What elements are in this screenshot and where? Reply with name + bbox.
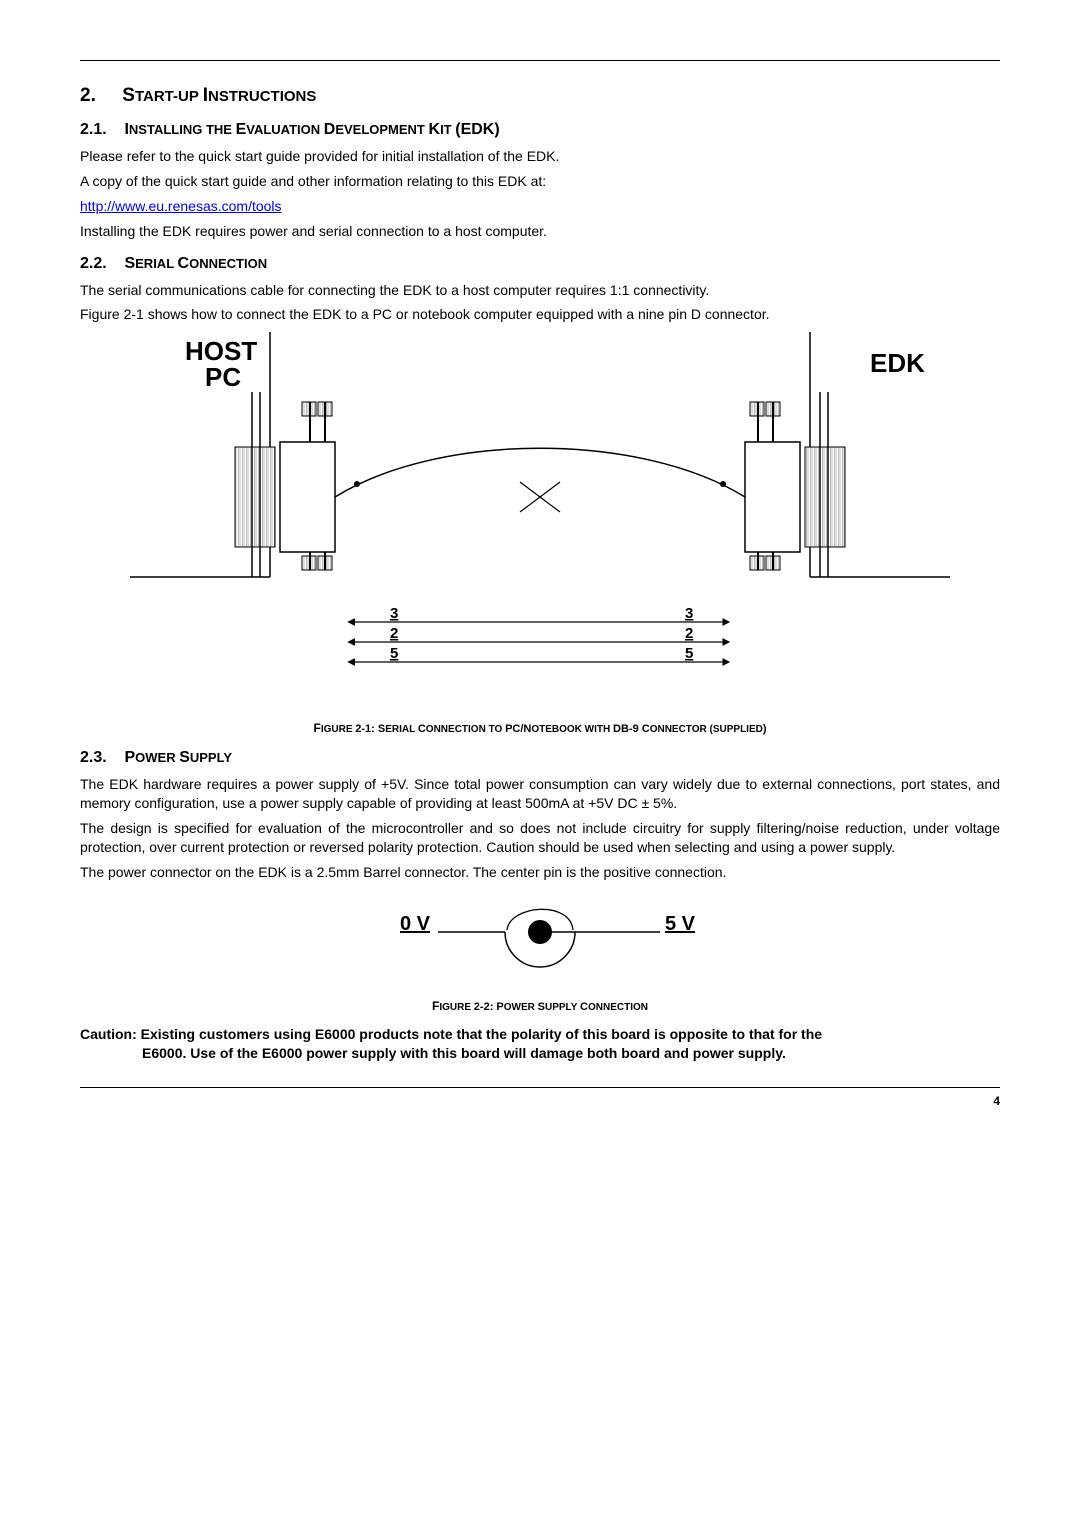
sec-t3: U xyxy=(178,88,189,105)
page-number: 4 xyxy=(80,1094,1000,1108)
s21-num: 2.1. xyxy=(80,121,107,138)
s21-p1: Please refer to the quick start guide pr… xyxy=(80,147,1000,166)
s22-p2: Figure 2-1 shows how to connect the EDK … xyxy=(80,305,1000,324)
s21-t4: VALUATION xyxy=(246,122,324,137)
s22-t2: ERIAL xyxy=(135,256,177,271)
host-label-2: PC xyxy=(205,362,241,392)
s21-t3: E xyxy=(236,121,247,138)
subsection-2-1-heading: 2.1. INSTALLING THE EVALUATION DEVELOPME… xyxy=(80,121,1000,139)
s22-num: 2.2. xyxy=(80,255,107,272)
pin-2-left: 2 xyxy=(390,625,398,642)
figure-2-2: 0 V 5 V xyxy=(80,890,1000,985)
sec-t6: NSTRUCTIONS xyxy=(208,88,316,105)
sec-t4: P xyxy=(189,88,203,105)
s21-t6: EVELOPMENT xyxy=(335,122,428,137)
figure-2-1-caption: FIGURE 2-1: SERIAL CONNECTION TO PC/NOTE… xyxy=(80,721,1000,735)
figure-2-1: HOST PC EDK 3 2 5 3 2 5 xyxy=(80,332,1000,707)
s21-link-wrap: http://www.eu.renesas.com/tools xyxy=(80,197,1000,216)
section-2-heading: 2. START-UP INSTRUCTIONS xyxy=(80,85,1000,107)
s22-p1: The serial communications cable for conn… xyxy=(80,281,1000,300)
s21-p3: Installing the EDK requires power and se… xyxy=(80,222,1000,241)
s21-t9: (EDK) xyxy=(455,121,499,138)
s22-t1: S xyxy=(124,255,135,272)
pin-5-left: 5 xyxy=(390,645,398,662)
serial-connection-diagram: HOST PC EDK 3 2 5 3 2 5 xyxy=(130,332,950,702)
s23-t1: P xyxy=(124,749,135,766)
caution-text: Caution: Existing customers using E6000 … xyxy=(80,1025,1000,1063)
pin-2-right: 2 xyxy=(685,625,693,642)
s21-t7: K xyxy=(429,121,441,138)
s23-p3: The power connector on the EDK is a 2.5m… xyxy=(80,863,1000,882)
five-v-label: 5 V xyxy=(665,913,696,935)
sec-t1: S xyxy=(122,85,135,106)
sec-t2: TART xyxy=(135,88,173,105)
s21-t2: NSTALLING THE xyxy=(129,122,236,137)
s23-p1: The EDK hardware requires a power supply… xyxy=(80,775,1000,813)
pin-5-right: 5 xyxy=(685,645,693,662)
pin-3-left: 3 xyxy=(390,605,398,622)
tools-link[interactable]: http://www.eu.renesas.com/tools xyxy=(80,198,282,214)
subsection-2-2-heading: 2.2. SERIAL CONNECTION xyxy=(80,255,1000,273)
s22-t4: ONNECTION xyxy=(189,256,267,271)
edk-label: EDK xyxy=(870,348,925,378)
s23-p2: The design is specified for evaluation o… xyxy=(80,819,1000,857)
caution-line2: E6000. Use of the E6000 power supply wit… xyxy=(80,1044,1000,1063)
caution-label: Caution: xyxy=(80,1026,137,1042)
s21-t5: D xyxy=(324,121,336,138)
sec-num: 2. xyxy=(80,85,96,106)
bottom-rule xyxy=(80,1087,1000,1088)
s23-t2: OWER xyxy=(135,750,179,765)
top-rule xyxy=(80,60,1000,61)
figure-2-2-caption: FIGURE 2-2: POWER SUPPLY CONNECTION xyxy=(80,999,1000,1013)
pin-3-right: 3 xyxy=(685,605,693,622)
s21-p2: A copy of the quick start guide and othe… xyxy=(80,172,1000,191)
s21-t8: IT xyxy=(440,122,455,137)
subsection-2-3-heading: 2.3. POWER SUPPLY xyxy=(80,749,1000,767)
zero-v-label: 0 V xyxy=(400,913,431,935)
s22-t3: C xyxy=(178,255,190,272)
caution-line1: Existing customers using E6000 products … xyxy=(137,1026,822,1042)
s23-t4: UPPLY xyxy=(190,750,232,765)
s23-num: 2.3. xyxy=(80,749,107,766)
s23-t3: S xyxy=(179,749,190,766)
power-supply-diagram: 0 V 5 V xyxy=(330,890,750,980)
